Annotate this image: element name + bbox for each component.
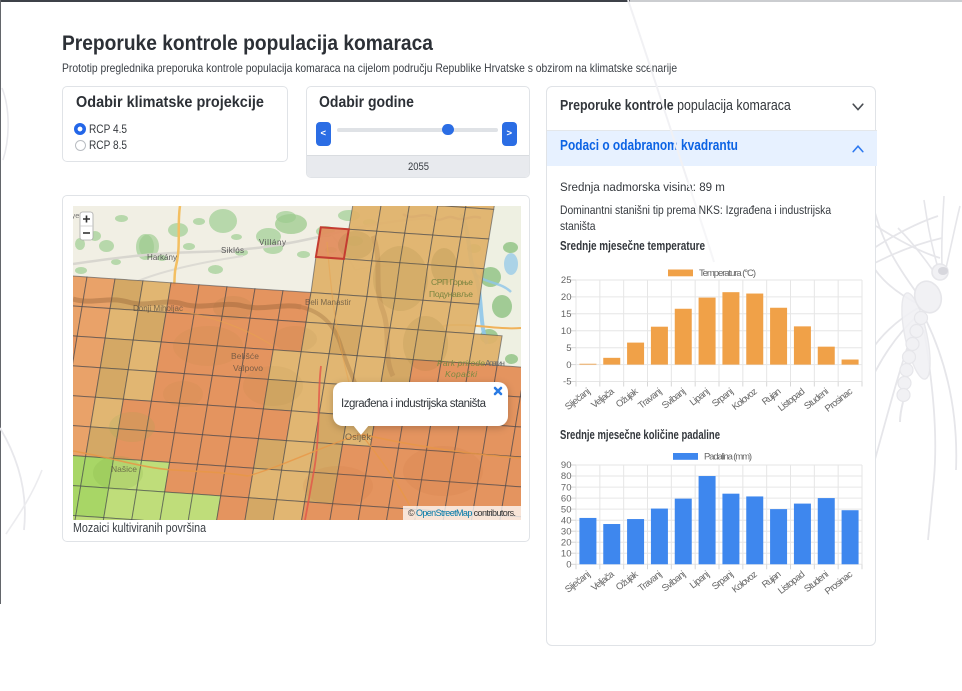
svg-text:70: 70: [561, 482, 572, 493]
svg-text:60: 60: [561, 493, 572, 504]
svg-text:Подунавље: Подунавље: [429, 289, 473, 299]
svg-text:90: 90: [561, 460, 572, 471]
svg-text:20: 20: [561, 537, 572, 548]
svg-text:Veljača: Veljača: [589, 569, 617, 594]
svg-text:Padalina (mm): Padalina (mm): [704, 452, 752, 463]
svg-text:Lipanj: Lipanj: [688, 569, 712, 591]
svg-text:Prosinac: Prosinac: [823, 569, 855, 598]
svg-text:80: 80: [561, 471, 572, 482]
svg-text:20: 20: [561, 292, 572, 303]
svg-text:Ožujak: Ožujak: [614, 569, 641, 593]
svg-text:Lipanj: Lipanj: [688, 386, 712, 408]
svg-text:© OpenStreetMap contributors.: © OpenStreetMap contributors.: [408, 508, 516, 518]
svg-text:Siklós: Siklós: [221, 246, 244, 255]
svg-text:Svibanj: Svibanj: [660, 386, 688, 411]
svg-text:50: 50: [561, 504, 572, 515]
svg-text:10: 10: [561, 548, 572, 559]
svg-text:Park prirode: Park prirode: [437, 358, 485, 368]
svg-text:Kolovoz: Kolovoz: [730, 386, 760, 413]
svg-text:-5: -5: [563, 377, 571, 388]
svg-text:Listopad: Listopad: [776, 386, 807, 414]
svg-text:Beli Manastir: Beli Manastir: [305, 298, 351, 307]
svg-text:Svibanj: Svibanj: [660, 569, 688, 594]
svg-text:Našice: Našice: [111, 464, 137, 474]
svg-text:0: 0: [566, 560, 571, 571]
svg-text:Belišće: Belišće: [231, 351, 259, 361]
svg-text:Ožujak: Ožujak: [614, 386, 641, 410]
svg-text:Izgrađena i industrijska stani: Izgrađena i industrijska staništa: [341, 398, 487, 410]
svg-text:5: 5: [566, 343, 571, 354]
svg-text:0: 0: [566, 360, 571, 371]
svg-text:Osijek: Osijek: [345, 432, 372, 442]
svg-text:Kopački: Kopački: [445, 369, 478, 379]
svg-text:15: 15: [561, 309, 572, 320]
svg-text:30: 30: [561, 526, 572, 537]
svg-text:Villány: Villány: [259, 238, 286, 247]
svg-text:Donji Miholjac: Donji Miholjac: [133, 304, 183, 313]
svg-text:Temperatura (°C): Temperatura (°C): [699, 268, 756, 279]
svg-text:40: 40: [561, 515, 572, 526]
svg-text:25: 25: [561, 275, 572, 286]
svg-text:Апатин: Апатин: [485, 358, 505, 368]
svg-text:Travanj: Travanj: [636, 569, 664, 594]
svg-text:Prosinac: Prosinac: [823, 386, 855, 415]
svg-text:Listopad: Listopad: [776, 569, 807, 597]
svg-text:Travanj: Travanj: [636, 386, 664, 411]
svg-text:Kolovoz: Kolovoz: [730, 569, 760, 596]
svg-text:10: 10: [561, 326, 572, 337]
svg-text:Siječanj: Siječanj: [563, 569, 593, 596]
svg-text:Harkány: Harkány: [147, 253, 177, 262]
svg-text:Siječanj: Siječanj: [563, 386, 593, 413]
svg-text:Valpovo: Valpovo: [233, 363, 263, 373]
svg-text:СРП Горње: СРП Горње: [431, 277, 473, 287]
svg-text:Veljača: Veljača: [589, 386, 617, 411]
